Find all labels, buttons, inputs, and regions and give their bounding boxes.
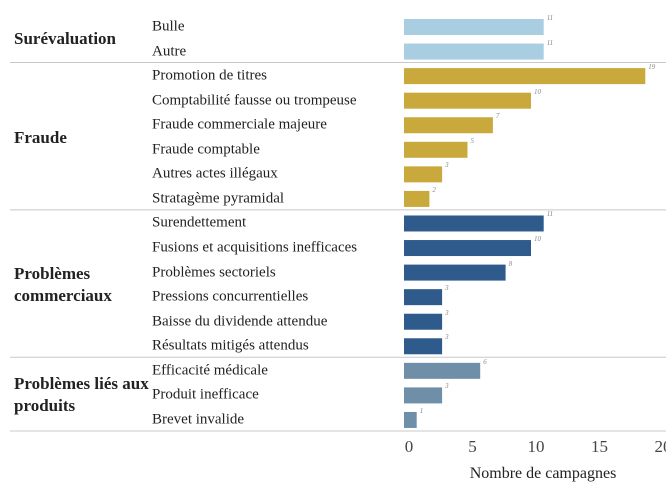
value-label: 10 (534, 235, 541, 244)
bar (404, 43, 544, 60)
value-label: 6 (483, 357, 487, 366)
value-label: 3 (445, 284, 449, 293)
category-label: Surendettement (152, 214, 247, 231)
x-axis-label: Nombre de campagnes (469, 465, 617, 482)
group-label: Surévaluation (14, 29, 117, 49)
value-label: 7 (495, 112, 500, 121)
category-label: Autre (152, 43, 187, 60)
bar (404, 338, 443, 355)
x-tick-label: 20 (654, 437, 666, 456)
bar (404, 92, 531, 109)
bar (404, 264, 506, 281)
value-label: 10 (534, 87, 541, 96)
category-label: Produit inefficace (152, 386, 259, 403)
bar (404, 141, 468, 158)
group-label: Fraude (14, 127, 67, 147)
bar (404, 215, 544, 232)
bar (404, 166, 443, 183)
value-label: 3 (445, 308, 449, 317)
x-tick-label: 5 (468, 437, 477, 456)
category-label: Efficacité médicale (152, 362, 268, 379)
bar (404, 313, 443, 330)
bar (404, 240, 531, 257)
x-tick-label: 10 (527, 437, 545, 456)
value-label: 19 (648, 63, 656, 72)
bar (404, 190, 430, 207)
value-label: 3 (445, 333, 449, 342)
value-label: 5 (470, 136, 475, 145)
bar (404, 19, 544, 35)
bar (404, 289, 443, 306)
bar (404, 387, 443, 404)
category-label: Fraude comptable (152, 141, 260, 158)
category-label: Promotion de titres (152, 67, 267, 84)
category-label: Autres actes illégaux (152, 165, 278, 182)
category-label: Résultats mitigés attendus (152, 337, 309, 354)
value-label: 8 (508, 259, 513, 268)
category-label: Comptabilité fausse ou trompeuse (152, 92, 357, 109)
category-label: Problèmes sectoriels (152, 264, 276, 281)
bar (404, 117, 493, 134)
x-tick-label: 15 (591, 437, 608, 456)
category-label: Brevet invalide (152, 411, 245, 428)
group-label: Problèmes liés aux produits (14, 374, 149, 416)
group-label: Problèmes commerciaux (14, 263, 112, 305)
category-label: Bulle (152, 18, 185, 35)
category-label: Fraude commerciale majeure (152, 116, 327, 133)
bar (404, 68, 646, 85)
value-label: 11 (546, 210, 554, 219)
category-label: Pressions concurrentielles (152, 288, 309, 305)
value-label: 11 (546, 38, 554, 47)
x-tick-label: 0 (404, 437, 414, 456)
value-label: 11 (546, 14, 554, 22)
bar (404, 362, 481, 379)
bar (404, 411, 417, 428)
value-label: 3 (445, 382, 449, 391)
value-label: 2 (432, 185, 436, 194)
value-label: 1 (419, 406, 424, 415)
category-label: Fusions et acquisitions inefficaces (152, 239, 358, 256)
category-label: Baisse du dividende attendue (152, 313, 328, 330)
value-label: 3 (445, 161, 449, 170)
category-label: Stratagème pyramidal (152, 190, 285, 207)
